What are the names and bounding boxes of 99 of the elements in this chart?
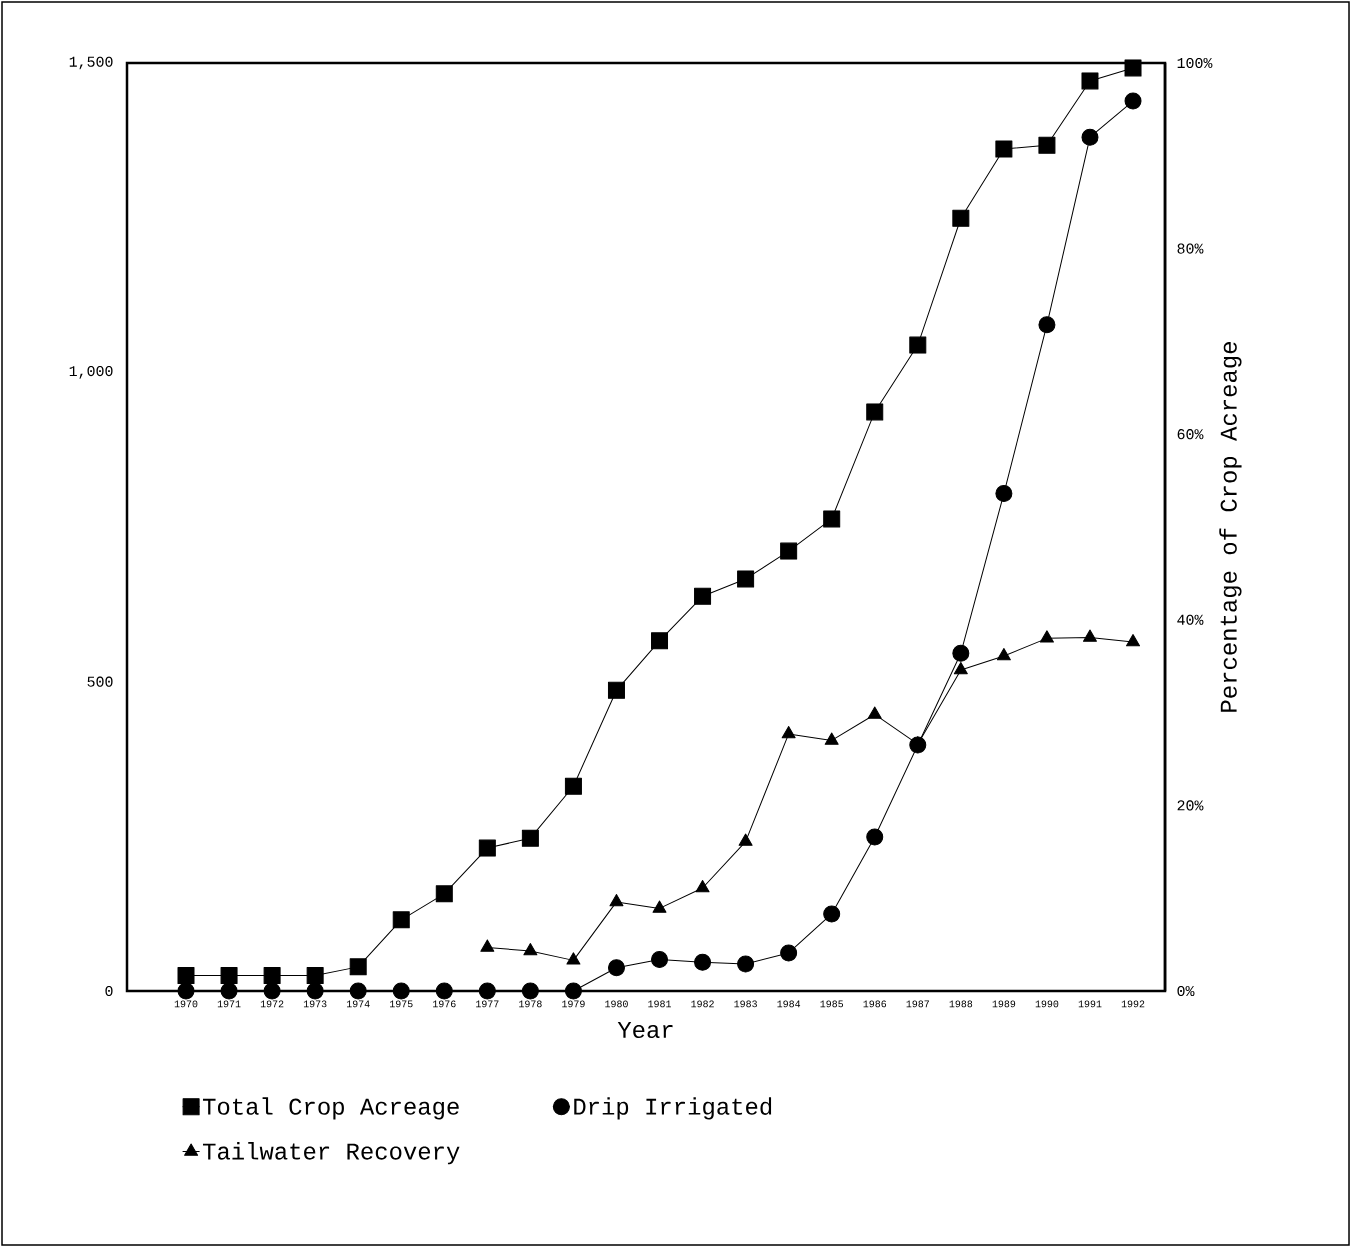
x-tick-label: 1978: [519, 1000, 542, 1008]
point: [996, 647, 1011, 661]
point: [607, 681, 625, 699]
legend-label: Tailwater Recovery: [202, 1142, 460, 1165]
point: [694, 587, 712, 605]
point: [1126, 634, 1141, 647]
point: [995, 140, 1013, 158]
point: [909, 336, 927, 354]
x-tick-label: 1973: [303, 1000, 327, 1008]
x-tick-label: 1974: [346, 1000, 370, 1008]
point: [478, 982, 496, 1000]
y2-tick-label: 40%: [1177, 614, 1204, 625]
point: [609, 893, 624, 907]
point: [953, 661, 968, 675]
point: [1081, 128, 1099, 146]
y-tick-label: 0: [105, 985, 113, 997]
point: [607, 959, 625, 977]
point: [695, 879, 710, 893]
point: [521, 982, 539, 1000]
point: [652, 900, 667, 913]
point: [823, 905, 841, 923]
x-tick-label: 1977: [476, 1000, 499, 1008]
point: [694, 953, 712, 971]
point: [263, 982, 281, 1000]
y-tick-label: 1,000: [69, 365, 113, 379]
legend-label: Total Crop Acreage: [202, 1097, 459, 1120]
point: [780, 944, 798, 962]
x-tick-label: 1985: [820, 1000, 844, 1008]
point: [523, 943, 538, 956]
legend-label: Drip Irrigated: [574, 1097, 772, 1120]
x-tick-label: 1983: [734, 1000, 757, 1008]
y2-tick-label: 60%: [1177, 429, 1204, 440]
point: [651, 632, 669, 650]
point: [823, 510, 841, 528]
point: [306, 982, 324, 1000]
y2-tick-label: 0%: [1177, 985, 1195, 997]
point: [392, 982, 410, 1000]
point: [349, 982, 367, 1000]
x-tick-label: 1975: [390, 1000, 413, 1008]
point: [392, 911, 410, 929]
point: [478, 839, 496, 857]
x-tick-label: 1992: [1121, 1000, 1145, 1008]
point: [780, 542, 798, 560]
y2-tick-label: 100%: [1177, 57, 1213, 69]
x-tick-label: 1981: [648, 1000, 671, 1008]
point: [1124, 59, 1142, 77]
x-tick-label: 1988: [949, 1000, 973, 1008]
point: [480, 939, 495, 952]
point: [995, 485, 1013, 503]
point: [564, 777, 582, 795]
point: [867, 706, 882, 719]
point: [866, 403, 884, 421]
point: [349, 958, 367, 976]
point: [1124, 92, 1142, 110]
point: [435, 982, 453, 1000]
point: [651, 950, 669, 968]
point: [177, 967, 195, 985]
point: [564, 982, 582, 1000]
point: [263, 967, 281, 985]
point: [220, 982, 238, 1000]
point: [306, 967, 324, 985]
x-tick-label: 1979: [562, 1000, 585, 1008]
x-tick-label: 1970: [174, 1000, 198, 1008]
point: [952, 209, 970, 227]
point: [737, 570, 755, 588]
y2-tick-label: 80%: [1177, 243, 1204, 254]
x-tick-label: 1989: [992, 1000, 1016, 1008]
x-tick-label: 1991: [1078, 1000, 1102, 1008]
y-tick-label: 500: [87, 676, 113, 687]
y2-tick-label: 20%: [1177, 800, 1204, 811]
point: [781, 725, 796, 739]
x-tick-label: 1980: [605, 1000, 628, 1008]
point: [909, 736, 927, 754]
point: [1038, 316, 1056, 334]
point: [1082, 629, 1097, 642]
x-tick-label: 1976: [433, 1000, 456, 1008]
x-tick-label: 1990: [1035, 1000, 1059, 1008]
y-tick-label: 1,500: [69, 56, 113, 70]
point: [521, 829, 539, 847]
point: [952, 644, 970, 662]
x-tick-label: 1971: [217, 1000, 241, 1008]
point: [738, 833, 753, 846]
point: [737, 955, 755, 973]
point: [177, 982, 195, 1000]
x-axis-title: Year: [617, 1022, 673, 1039]
point: [435, 885, 453, 903]
point: [566, 952, 581, 965]
point: [1081, 72, 1099, 90]
point: [1038, 136, 1056, 154]
x-tick-label: 1987: [906, 1000, 929, 1008]
point: [866, 828, 884, 846]
x-tick-label: 1986: [863, 1000, 887, 1008]
x-tick-label: 1984: [777, 1000, 801, 1008]
x-tick-label: 1972: [260, 1000, 284, 1008]
x-tick-label: 1982: [691, 1000, 714, 1008]
y2-axis-title: Percentage of Crop Acreage: [1219, 342, 1242, 712]
point: [1039, 630, 1054, 643]
point: [220, 967, 238, 985]
point: [824, 732, 839, 745]
